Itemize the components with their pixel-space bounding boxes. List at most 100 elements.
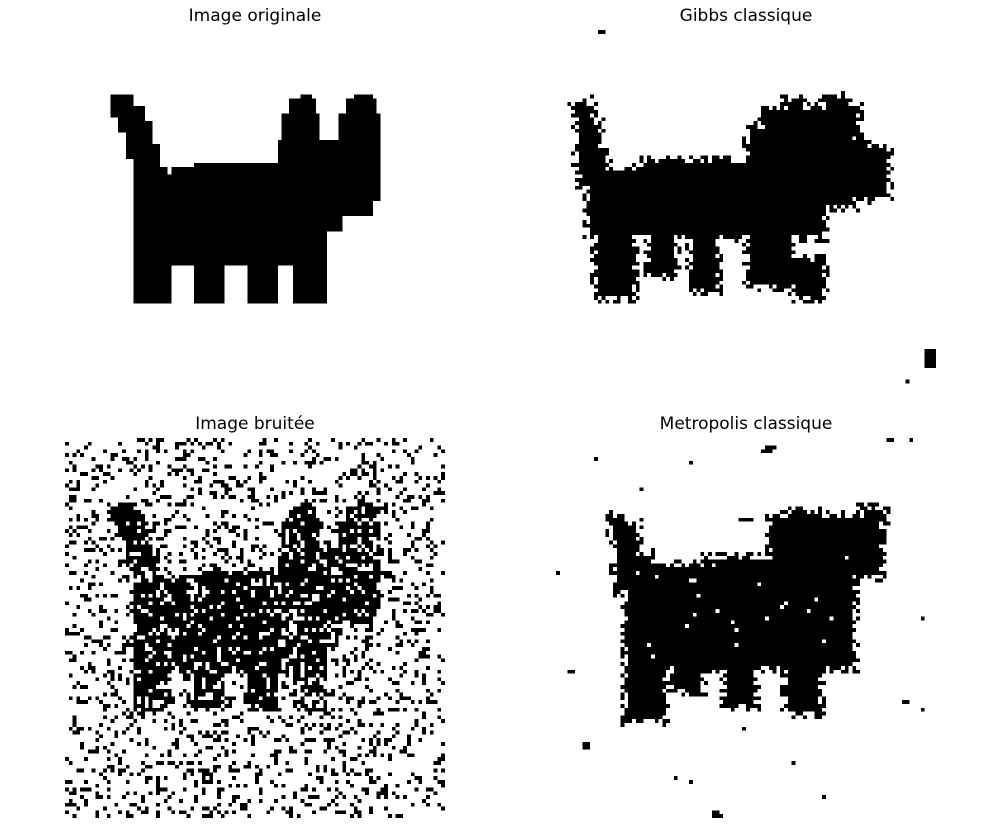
pixel-run	[346, 109, 377, 114]
pixel-run	[319, 723, 324, 727]
pixel-run	[418, 700, 423, 704]
pixel-run	[342, 768, 347, 773]
pixel-run	[437, 707, 442, 712]
pixel-run	[133, 258, 328, 262]
pixel-run	[201, 624, 229, 628]
pixel-run	[410, 457, 415, 461]
pixel-run	[304, 460, 316, 465]
pixel-run	[125, 155, 160, 160]
pixel-run	[167, 795, 172, 799]
pixel-run	[144, 483, 149, 488]
pixel-run	[281, 582, 286, 587]
pixel-run	[110, 514, 145, 518]
pixel-run	[274, 593, 286, 598]
pixel-run	[761, 582, 860, 587]
pixel-run	[182, 688, 187, 693]
pixel-run	[144, 738, 149, 742]
pixel-run	[692, 246, 720, 251]
pixel-run	[647, 159, 655, 163]
pixel-run	[239, 597, 312, 602]
pixel-run	[220, 605, 240, 609]
pixel-run	[293, 669, 301, 674]
pixel-run	[141, 578, 149, 583]
pixel-run	[624, 620, 731, 625]
pixel-run	[342, 742, 347, 746]
pixel-run	[80, 685, 88, 689]
pixel-run	[277, 144, 381, 148]
pixel-run	[787, 696, 819, 701]
pixel-run	[414, 548, 419, 552]
pixel-run	[791, 510, 807, 514]
pixel-run	[422, 711, 426, 716]
pixel-run	[635, 284, 640, 289]
pixel-run	[304, 559, 320, 564]
pixel-run	[395, 688, 400, 693]
pixel-run	[114, 650, 126, 655]
pixel-run	[125, 540, 134, 545]
pixel-run	[323, 457, 331, 461]
pixel-run	[338, 555, 347, 560]
pixel-run	[342, 654, 347, 659]
pixel-run	[422, 681, 426, 685]
pixel-run	[171, 628, 176, 632]
pixel-run	[399, 578, 404, 583]
pixel-run	[605, 533, 610, 537]
pixel-run	[277, 140, 381, 144]
pixel-run	[133, 605, 138, 609]
pixel-run	[293, 555, 316, 560]
pixel-run	[395, 650, 400, 655]
pixel-run	[616, 514, 625, 518]
pixel-run	[437, 487, 442, 492]
pixel-run	[277, 715, 282, 720]
pixel-run	[247, 688, 252, 693]
pixel-run	[369, 742, 373, 746]
pixel-run	[586, 212, 826, 217]
pixel-run	[441, 476, 445, 480]
pixel-run	[346, 106, 377, 110]
pixel-run	[160, 479, 164, 484]
pixel-run	[289, 612, 293, 617]
pixel-run	[285, 662, 301, 666]
pixel-run	[369, 723, 373, 727]
pixel-run	[814, 102, 819, 106]
pixel-run	[422, 533, 426, 537]
pixel-run	[689, 624, 853, 628]
pixel-run	[156, 548, 160, 552]
pixel-run	[746, 269, 830, 274]
pixel-run	[91, 650, 96, 655]
pixel-run	[99, 582, 103, 587]
pixel-run	[125, 605, 130, 609]
pixel-run	[129, 468, 134, 473]
pixel-run	[704, 555, 708, 560]
pixel-run	[327, 624, 331, 628]
pixel-run	[666, 273, 678, 277]
pixel-run	[247, 685, 267, 689]
pixel-run	[372, 529, 381, 533]
pixel-run	[670, 277, 674, 281]
pixel-run	[350, 726, 354, 731]
pixel-run	[575, 147, 610, 152]
pixel-run	[194, 685, 202, 689]
pixel-run	[194, 525, 198, 530]
pixel-run	[293, 704, 297, 708]
pixel-run	[426, 612, 434, 617]
pixel-run	[575, 170, 891, 175]
pixel-run	[171, 810, 176, 815]
pixel-run	[72, 654, 77, 659]
pixel-run	[414, 620, 423, 625]
pixel-run	[632, 521, 636, 526]
pixel-run	[388, 757, 392, 761]
pixel-run	[742, 555, 750, 560]
pixel-run	[122, 749, 126, 754]
pixel-run	[323, 711, 331, 716]
pixel-run	[338, 117, 381, 122]
pixel-run	[867, 201, 872, 205]
pixel-run	[129, 802, 138, 807]
pixel-run	[582, 98, 587, 103]
pixel-run	[129, 609, 141, 613]
pixel-run	[133, 216, 343, 220]
pixel-run	[194, 620, 263, 625]
pixel-run	[133, 163, 160, 167]
pixel-run	[571, 151, 575, 156]
pixel-run	[437, 757, 445, 761]
